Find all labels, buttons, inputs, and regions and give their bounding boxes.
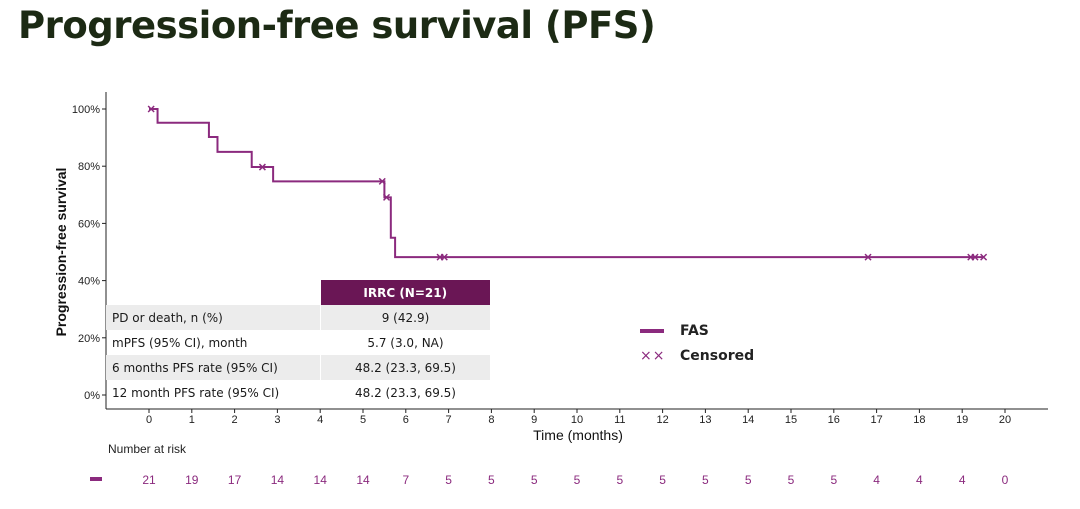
stats-row-label: PD or death, n (%) (106, 305, 321, 330)
censor-mark (440, 253, 448, 261)
risk-count: 14 (271, 473, 285, 487)
risk-count: 17 (228, 473, 242, 487)
stats-row-label: mPFS (95% CI), month (112, 335, 248, 350)
x-tick-label: 14 (742, 414, 754, 426)
km-curve-fas (149, 108, 984, 259)
x-tick-label: 10 (571, 414, 583, 426)
stats-row-label: 12 month PFS rate (95% CI) (112, 385, 280, 400)
x-tick-label: 11 (614, 414, 625, 426)
risk-count: 5 (531, 473, 538, 487)
x-tick-label: 5 (360, 414, 366, 426)
x-tick-label: 6 (403, 414, 409, 426)
risk-count: 14 (314, 473, 328, 487)
risk-count: 5 (574, 473, 581, 487)
x-tick-label: 16 (828, 414, 840, 426)
risk-count: 5 (659, 473, 666, 487)
stats-row-label: 6 months PFS rate (95% CI) (106, 355, 321, 380)
stats-row: PD or death, n (%) 9 (42.9) (106, 305, 490, 330)
stats-header-blank (106, 280, 321, 305)
legend-label: FAS (680, 322, 709, 339)
x-tick-label: 17 (870, 414, 882, 426)
stats-row-value: 9 (42.9) (320, 305, 490, 330)
x-tick-label: 12 (656, 414, 668, 426)
stats-row-value: 5.7 (3.0, NA) (320, 330, 490, 355)
risk-count: 5 (702, 473, 709, 487)
y-tick-label: 100% (72, 104, 100, 116)
y-axis-label: Progression-free survival (53, 168, 69, 337)
x-tick-label: 18 (913, 414, 925, 426)
stats-row: 12 month PFS rate (95% CI) 48.2 (23.3, 6… (106, 380, 490, 405)
x-tick-label: 2 (232, 414, 238, 426)
y-tick-label: 80% (78, 161, 100, 173)
stats-row: 6 months PFS rate (95% CI) 48.2 (23.3, 6… (106, 355, 490, 380)
risk-count: 0 (1002, 473, 1009, 487)
risk-count: 5 (788, 473, 795, 487)
legend-item-fas: FAS (640, 318, 754, 343)
risk-count: 5 (830, 473, 837, 487)
risk-count: 4 (959, 473, 966, 487)
y-tick-label: 60% (78, 218, 100, 230)
censor-mark (971, 253, 979, 261)
stats-row-value: 48.2 (23.3, 69.5) (320, 355, 490, 380)
x-tick-label: 9 (531, 414, 537, 426)
y-tick-label: 0% (84, 390, 100, 402)
x-tick-label: 13 (699, 414, 711, 426)
legend-label: Censored (680, 347, 755, 364)
risk-count: 4 (916, 473, 923, 487)
stats-table: IRRC (N=21) PD or death, n (%) 9 (42.9) … (106, 280, 490, 405)
censor-mark (383, 193, 391, 201)
censor-mark (258, 163, 266, 171)
risk-count: 7 (402, 473, 409, 487)
x-axis-label: Time (months) (533, 427, 623, 443)
x-tick-label: 19 (956, 414, 968, 426)
risk-count: 5 (488, 473, 495, 487)
x-tick-label: 3 (274, 414, 280, 426)
x-tick-label: 15 (785, 414, 797, 426)
y-tick-label: 40% (78, 276, 100, 288)
risk-count: 5 (616, 473, 623, 487)
censor-mark (147, 105, 155, 113)
censor-mark (378, 177, 386, 185)
chart-legend: FAS ×× Censored (640, 318, 754, 368)
risk-count: 14 (356, 473, 370, 487)
legend-cross-symbol: ×× (640, 347, 666, 364)
risk-count: 4 (873, 473, 880, 487)
censor-mark (864, 253, 872, 261)
stats-header-row: IRRC (N=21) (106, 280, 490, 305)
x-tick-label: 7 (446, 414, 452, 426)
stats-row-value: 48.2 (23.3, 69.5) (320, 380, 490, 405)
risk-count: 5 (445, 473, 452, 487)
x-tick-label: 0 (146, 414, 152, 426)
x-tick-label: 8 (488, 414, 494, 426)
x-tick-label: 4 (317, 414, 323, 426)
stats-row: mPFS (95% CI), month 5.7 (3.0, NA) (106, 330, 490, 355)
stats-header: IRRC (N=21) (320, 280, 490, 305)
risk-count: 5 (745, 473, 752, 487)
legend-line-symbol (640, 328, 664, 333)
risk-table-title: Number at risk (108, 442, 187, 456)
legend-item-censored: ×× Censored (640, 343, 754, 368)
y-tick-label: 20% (78, 333, 100, 345)
censor-mark (980, 253, 988, 261)
x-tick-label: 1 (189, 414, 195, 426)
risk-count: 21 (142, 473, 156, 487)
page-title: Progression-free survival (PFS) (18, 4, 656, 47)
x-tick-label: 20 (999, 414, 1011, 426)
risk-table-group-marker (90, 477, 102, 481)
risk-count: 19 (185, 473, 199, 487)
